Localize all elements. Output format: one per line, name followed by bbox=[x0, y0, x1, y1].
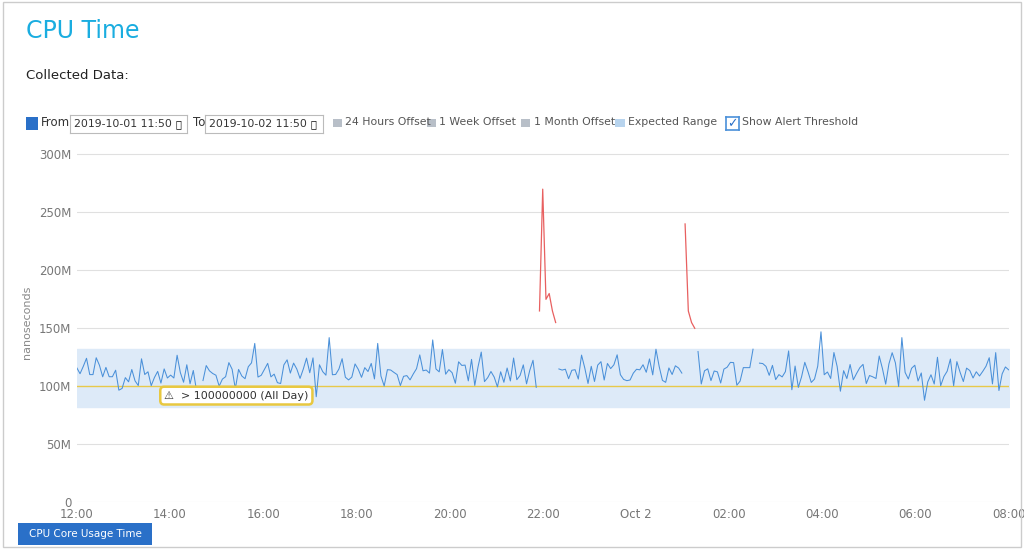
Text: 📅: 📅 bbox=[175, 119, 181, 129]
Text: 24 Hours Offset: 24 Hours Offset bbox=[345, 117, 431, 127]
Text: Show Alert Threshold: Show Alert Threshold bbox=[742, 117, 858, 127]
Text: ✓: ✓ bbox=[727, 117, 738, 130]
Text: CPU Core Usage Time: CPU Core Usage Time bbox=[29, 529, 141, 539]
Text: 2019-10-02 11:50: 2019-10-02 11:50 bbox=[209, 119, 307, 129]
Text: 1 Month Offset: 1 Month Offset bbox=[534, 117, 614, 127]
Text: 1 Week Offset: 1 Week Offset bbox=[439, 117, 516, 127]
Text: ⚠  > 100000000 (All Day): ⚠ > 100000000 (All Day) bbox=[164, 391, 308, 401]
Text: To: To bbox=[193, 116, 205, 129]
Y-axis label: nanoseconds: nanoseconds bbox=[22, 286, 32, 359]
Text: Expected Range: Expected Range bbox=[628, 117, 717, 127]
Text: CPU Time: CPU Time bbox=[26, 19, 139, 43]
Text: 📅: 📅 bbox=[310, 119, 316, 129]
Text: 2019-10-01 11:50: 2019-10-01 11:50 bbox=[74, 119, 172, 129]
Text: From: From bbox=[41, 116, 70, 129]
Text: Collected Data:: Collected Data: bbox=[26, 69, 128, 82]
